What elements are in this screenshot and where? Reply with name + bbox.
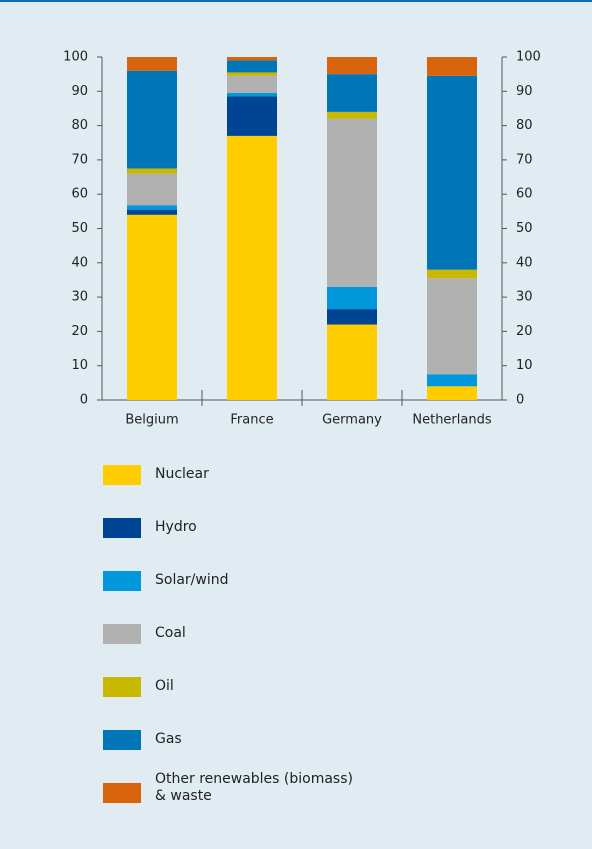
bar-segment <box>127 168 177 174</box>
bar-segment <box>327 118 377 287</box>
y-tick-label: 100 <box>63 50 88 65</box>
y2-tick-label: 70 <box>516 152 533 167</box>
bar-segment <box>127 57 177 71</box>
y-tick-label: 60 <box>71 187 88 202</box>
bar-segment <box>127 214 177 400</box>
bar-segment <box>427 386 477 400</box>
legend-label: Other renewables (biomass) & waste <box>155 771 353 804</box>
bar-segment <box>127 209 177 215</box>
bar-segment <box>127 205 177 210</box>
top-border <box>0 0 592 2</box>
bar-segment <box>327 74 377 112</box>
legend-item: Other renewables (biomass) & waste <box>103 771 423 805</box>
y2-tick-label: 20 <box>516 324 533 339</box>
y2-tick-label: 80 <box>516 118 533 133</box>
bar-segment <box>227 75 277 94</box>
y-tick-label: 90 <box>71 84 88 99</box>
y2-tick-label: 60 <box>516 187 533 202</box>
y-tick-label: 80 <box>71 118 88 133</box>
y-tick-label: 0 <box>80 393 88 408</box>
legend-item: Nuclear <box>103 465 423 487</box>
bar-segment <box>327 286 377 310</box>
legend-swatch <box>103 730 141 750</box>
legend-swatch <box>103 465 141 485</box>
legend-label: Coal <box>155 625 186 641</box>
legend-label: Gas <box>155 731 182 747</box>
y2-tick-label: 30 <box>516 290 533 305</box>
y-tick-label: 20 <box>71 324 88 339</box>
bar-segment <box>427 57 477 76</box>
bar-segment <box>327 309 377 325</box>
legend-item: Oil <box>103 677 423 699</box>
y2-tick-label: 90 <box>516 84 533 99</box>
legend-swatch <box>103 624 141 644</box>
x-tick-label: Belgium <box>125 413 178 428</box>
legend-label: Oil <box>155 678 174 694</box>
legend-label: Nuclear <box>155 466 209 482</box>
y-tick-label: 40 <box>71 255 88 270</box>
bar-segment <box>227 135 277 400</box>
bar-segment <box>127 70 177 169</box>
y2-tick-label: 40 <box>516 255 533 270</box>
y2-tick-label: 50 <box>516 221 533 236</box>
bar-segment <box>227 57 277 61</box>
bar-segment <box>327 324 377 400</box>
legend-swatch <box>103 571 141 591</box>
bar-segment <box>227 93 277 97</box>
bar-segment <box>327 57 377 75</box>
bar-segment <box>127 173 177 206</box>
bar-segment <box>427 278 477 375</box>
bar-segment <box>227 96 277 136</box>
y-tick-label: 10 <box>71 358 88 373</box>
legend-label: Hydro <box>155 519 197 535</box>
y2-tick-label: 0 <box>516 393 524 408</box>
legend-swatch <box>103 677 141 697</box>
y-tick-label: 70 <box>71 152 88 167</box>
legend-swatch <box>103 518 141 538</box>
bar-segment <box>327 111 377 119</box>
bar-segment <box>427 269 477 279</box>
y2-tick-label: 100 <box>516 50 541 65</box>
legend-label: Solar/wind <box>155 572 229 588</box>
x-tick-label: France <box>230 413 273 428</box>
legend-item: Solar/wind <box>103 571 423 593</box>
bar-segment <box>227 60 277 73</box>
x-tick-label: Germany <box>322 413 382 428</box>
x-tick-label: Netherlands <box>412 413 491 428</box>
bar-segment <box>427 75 477 270</box>
legend-swatch <box>103 783 141 803</box>
legend-item: Gas <box>103 730 423 752</box>
legend-item: Coal <box>103 624 423 646</box>
bar-segment <box>227 72 277 76</box>
y2-tick-label: 10 <box>516 358 533 373</box>
bar-segment <box>427 374 477 387</box>
y-tick-label: 30 <box>71 290 88 305</box>
y-tick-label: 50 <box>71 221 88 236</box>
legend-item: Hydro <box>103 518 423 540</box>
